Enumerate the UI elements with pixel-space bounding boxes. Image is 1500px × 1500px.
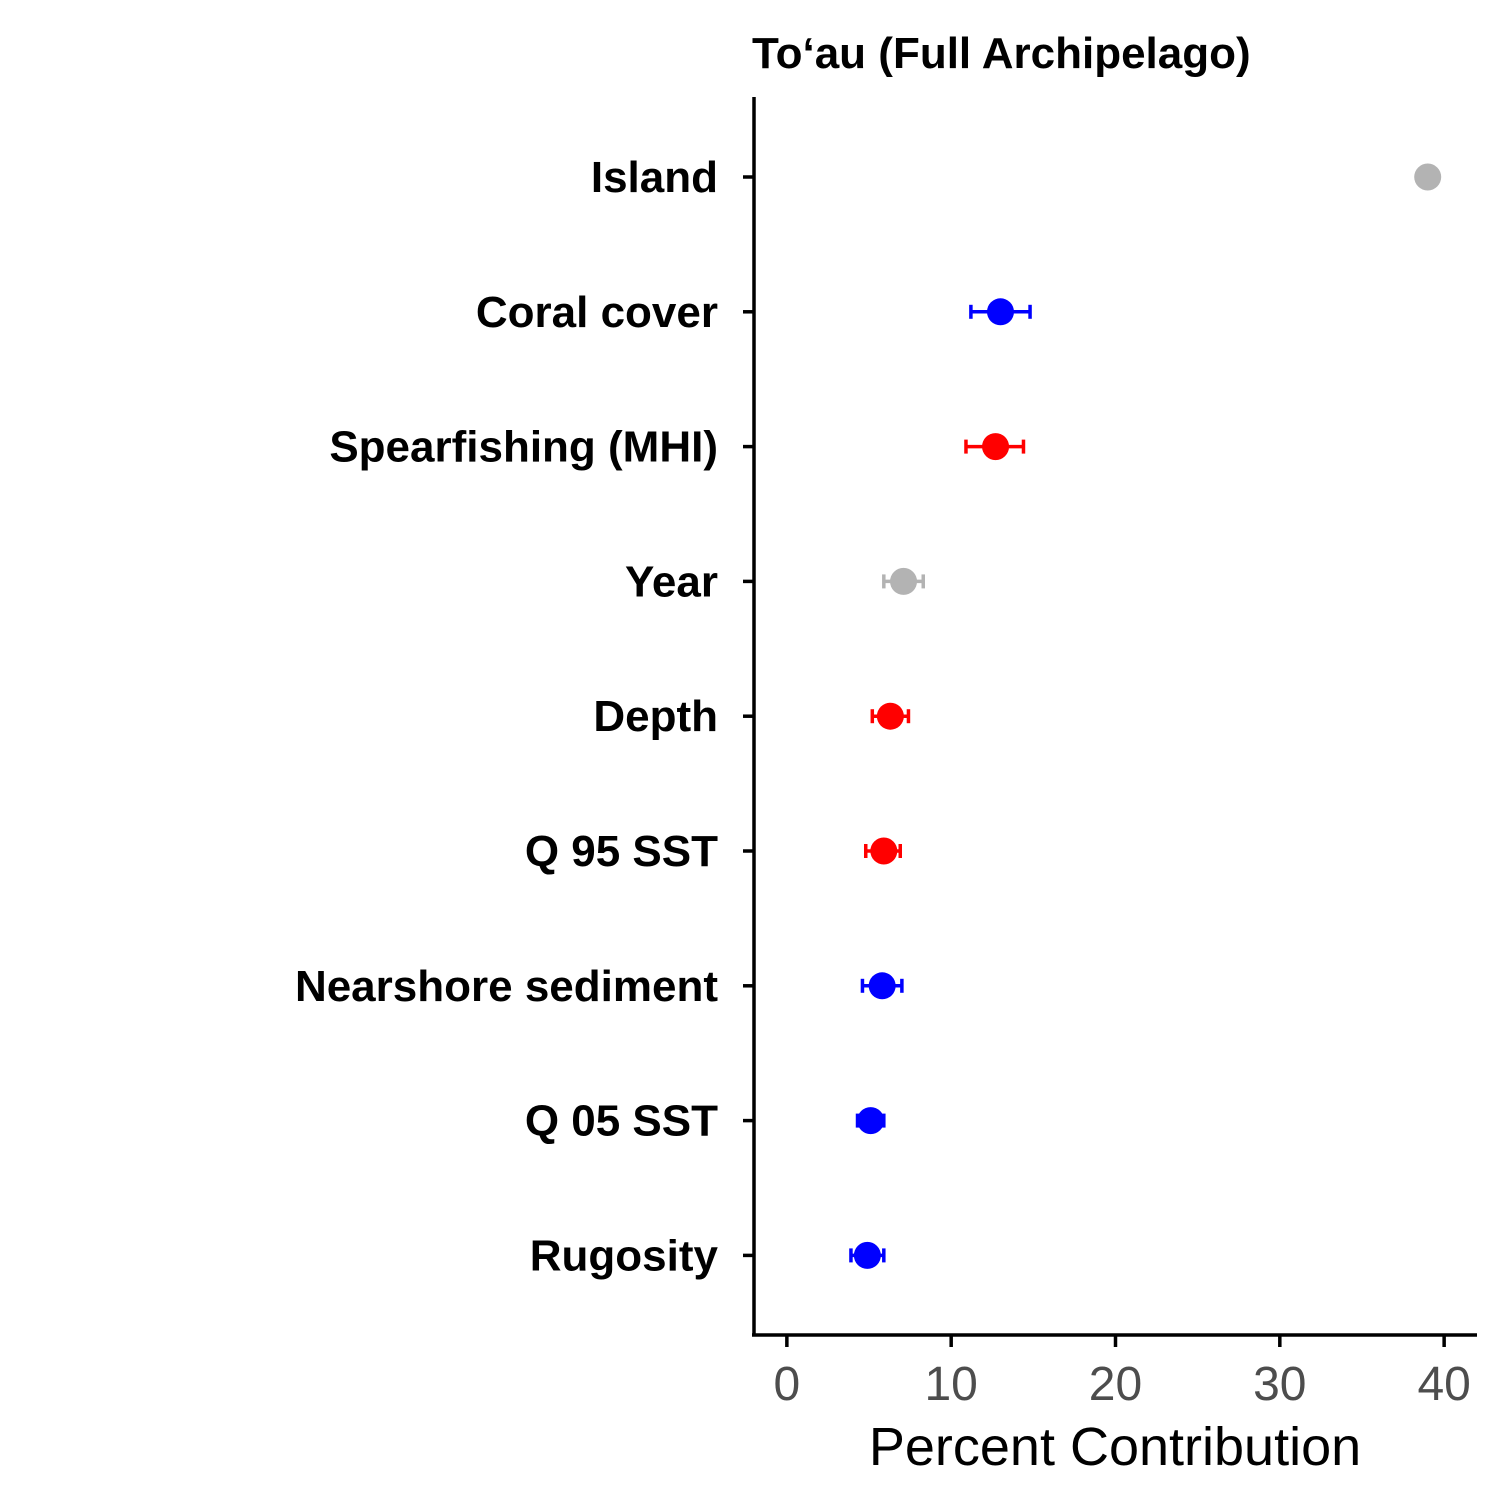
y-label-2: Spearfishing (MHI)	[329, 423, 718, 472]
x-tick-label-4: 40	[1417, 1358, 1470, 1411]
y-axis-ticks	[743, 175, 754, 1258]
x-tick-label-3: 30	[1253, 1358, 1306, 1411]
y-label-6: Nearshore sediment	[295, 962, 718, 1011]
data-point-1	[986, 298, 1014, 326]
data-point-6	[868, 972, 896, 1000]
data-points	[853, 163, 1442, 1269]
data-point-8	[853, 1241, 881, 1269]
y-label-1: Coral cover	[476, 288, 718, 337]
y-label-0: Island	[591, 153, 718, 202]
y-axis-labels: Island Coral cover Spearfishing (MHI) Year D…	[295, 153, 719, 1280]
x-axis-ticks	[785, 1335, 1446, 1347]
x-tick-label-1: 10	[924, 1358, 977, 1411]
data-point-4	[876, 702, 904, 730]
data-point-2	[982, 433, 1010, 461]
y-label-8: Rugosity	[530, 1231, 719, 1280]
y-label-7: Q 05 SST	[525, 1097, 718, 1146]
y-label-4: Depth	[593, 692, 718, 741]
chart-title: To‘au (Full Archipelago)	[752, 29, 1251, 78]
y-label-3: Year	[625, 557, 718, 606]
x-axis-title: Percent Contribution	[869, 1417, 1361, 1477]
data-point-7	[857, 1107, 885, 1135]
x-axis-tick-labels: 0 10 20 30 40	[774, 1358, 1471, 1411]
y-label-5: Q 95 SST	[525, 827, 718, 876]
x-tick-label-2: 20	[1089, 1358, 1142, 1411]
data-point-5	[870, 837, 898, 865]
data-point-0	[1414, 163, 1442, 191]
data-point-3	[890, 567, 918, 595]
x-tick-label-0: 0	[774, 1358, 801, 1411]
